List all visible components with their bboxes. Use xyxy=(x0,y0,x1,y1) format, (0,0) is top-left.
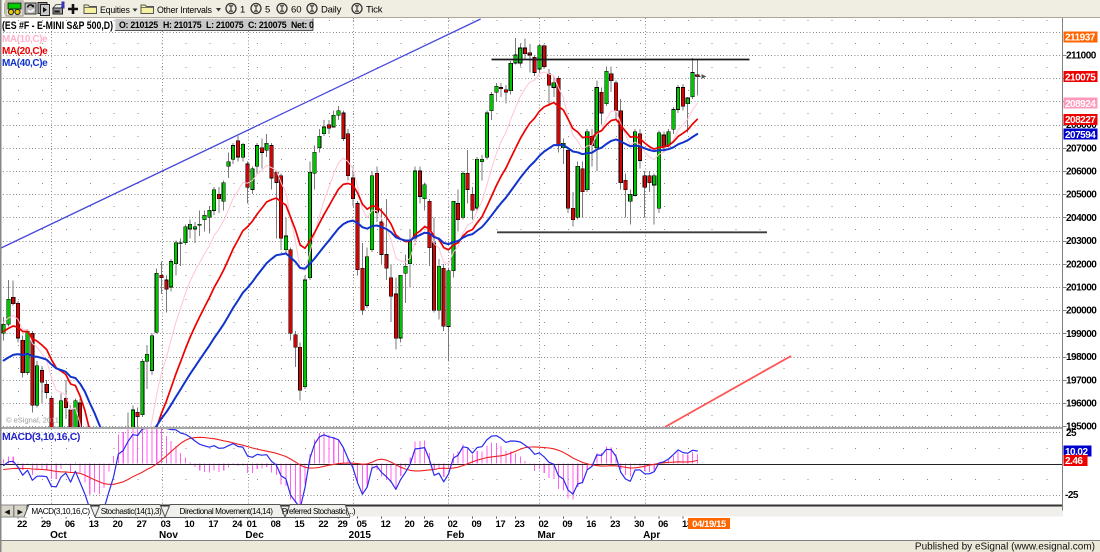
svg-text:203000: 203000 xyxy=(1066,236,1097,247)
svg-text:09: 09 xyxy=(471,519,481,530)
svg-text:Apr: Apr xyxy=(643,530,660,541)
svg-text:202000: 202000 xyxy=(1066,259,1097,270)
svg-text:24: 24 xyxy=(232,519,243,530)
svg-text:Other Intervals: Other Intervals xyxy=(157,5,212,15)
svg-text:29: 29 xyxy=(41,519,51,530)
svg-text:© eSignal, 2011: © eSignal, 2011 xyxy=(6,416,59,425)
svg-text:20: 20 xyxy=(113,519,123,530)
svg-text:Nov: Nov xyxy=(159,530,178,541)
svg-text:◀: ◀ xyxy=(5,509,11,516)
svg-text:C: 210075: C: 210075 xyxy=(248,20,287,30)
svg-text:15: 15 xyxy=(294,519,305,530)
svg-text:MA(10,C)e: MA(10,C)e xyxy=(2,34,48,45)
svg-text:H: 210175: H: 210175 xyxy=(163,20,202,30)
svg-text:1: 1 xyxy=(240,5,245,16)
svg-text:Feb: Feb xyxy=(447,530,465,541)
svg-text:5: 5 xyxy=(265,5,270,16)
svg-text:22: 22 xyxy=(318,519,328,530)
svg-text:30: 30 xyxy=(634,519,644,530)
svg-text:(ES #F - E-MINI S&P 500,D): (ES #F - E-MINI S&P 500,D) xyxy=(2,20,113,32)
svg-text:04/19/15: 04/19/15 xyxy=(692,519,727,530)
svg-text:09: 09 xyxy=(562,519,572,530)
svg-text:207000: 207000 xyxy=(1066,143,1097,154)
svg-text:Net: 0: Net: 0 xyxy=(291,20,314,30)
svg-text:207594: 207594 xyxy=(1065,130,1096,141)
svg-text:211937: 211937 xyxy=(1065,33,1096,44)
svg-text:206000: 206000 xyxy=(1066,167,1097,178)
svg-text:-25: -25 xyxy=(1065,490,1079,501)
svg-text:L: 210075: L: 210075 xyxy=(206,20,244,30)
svg-text:23: 23 xyxy=(515,519,525,530)
svg-text:Published by eSignal (www.esig: Published by eSignal (www.esignal.com) xyxy=(915,542,1095,552)
svg-text:205000: 205000 xyxy=(1066,190,1097,201)
svg-text:2.46: 2.46 xyxy=(1065,456,1083,467)
svg-text:210075: 210075 xyxy=(1065,72,1096,83)
svg-text:200000: 200000 xyxy=(1066,306,1097,317)
svg-text:02: 02 xyxy=(538,519,548,530)
svg-text:208000: 208000 xyxy=(1066,120,1097,131)
svg-text:12: 12 xyxy=(381,519,391,530)
svg-text:Equities: Equities xyxy=(100,5,130,15)
svg-text:2015: 2015 xyxy=(349,530,372,541)
svg-text:10.02: 10.02 xyxy=(1065,447,1088,458)
svg-text:10: 10 xyxy=(184,519,194,530)
svg-text:22: 22 xyxy=(17,519,27,530)
svg-text:204000: 204000 xyxy=(1066,213,1097,224)
svg-text:211000: 211000 xyxy=(1066,51,1097,62)
svg-text:01: 01 xyxy=(247,519,258,530)
svg-text:MACD(3,10,16,C): MACD(3,10,16,C) xyxy=(31,507,90,516)
svg-text:Preferred Stochastic(...): Preferred Stochastic(...) xyxy=(282,507,356,516)
svg-text:Tick: Tick xyxy=(366,5,383,16)
svg-text:Directional Movement(14,14): Directional Movement(14,14) xyxy=(180,507,274,516)
svg-text:20: 20 xyxy=(405,519,415,530)
svg-text:Dec: Dec xyxy=(245,530,264,541)
svg-text:197000: 197000 xyxy=(1066,375,1097,386)
svg-text:▶: ▶ xyxy=(18,509,24,516)
svg-text:201000: 201000 xyxy=(1066,283,1097,294)
svg-text:Oct: Oct xyxy=(50,530,67,541)
svg-text:Daily: Daily xyxy=(321,5,342,16)
svg-text:26: 26 xyxy=(424,519,434,530)
svg-text:208924: 208924 xyxy=(1065,99,1096,110)
svg-text:06: 06 xyxy=(65,519,75,530)
svg-text:MA(20,C)e: MA(20,C)e xyxy=(2,46,48,57)
svg-text:MA(40,C)e: MA(40,C)e xyxy=(2,58,48,69)
svg-text:Stochastic(14(1),3): Stochastic(14(1),3) xyxy=(101,507,162,516)
svg-text:199000: 199000 xyxy=(1066,329,1097,340)
svg-text:196000: 196000 xyxy=(1066,399,1097,410)
svg-text:13: 13 xyxy=(89,519,99,530)
svg-text:60: 60 xyxy=(291,5,302,16)
svg-text:03: 03 xyxy=(161,519,171,530)
svg-text:Mar: Mar xyxy=(538,530,556,541)
svg-text:MACD(3,10,16,C): MACD(3,10,16,C) xyxy=(2,431,80,443)
svg-text:05: 05 xyxy=(357,519,368,530)
svg-text:29: 29 xyxy=(338,519,348,530)
svg-text:195000: 195000 xyxy=(1066,422,1097,433)
svg-text:27: 27 xyxy=(137,519,147,530)
svg-text:198000: 198000 xyxy=(1066,352,1097,363)
svg-text:06: 06 xyxy=(658,519,668,530)
svg-text:17: 17 xyxy=(208,519,218,530)
svg-text:08: 08 xyxy=(271,519,281,530)
svg-text:16: 16 xyxy=(586,519,596,530)
svg-text:23: 23 xyxy=(610,519,620,530)
svg-text:208227: 208227 xyxy=(1065,115,1096,126)
svg-text:25: 25 xyxy=(1066,428,1077,439)
svg-text:17: 17 xyxy=(495,519,505,530)
svg-text:O: 210125: O: 210125 xyxy=(119,20,158,30)
svg-text:02: 02 xyxy=(448,519,458,530)
svg-text:13: 13 xyxy=(682,519,692,530)
